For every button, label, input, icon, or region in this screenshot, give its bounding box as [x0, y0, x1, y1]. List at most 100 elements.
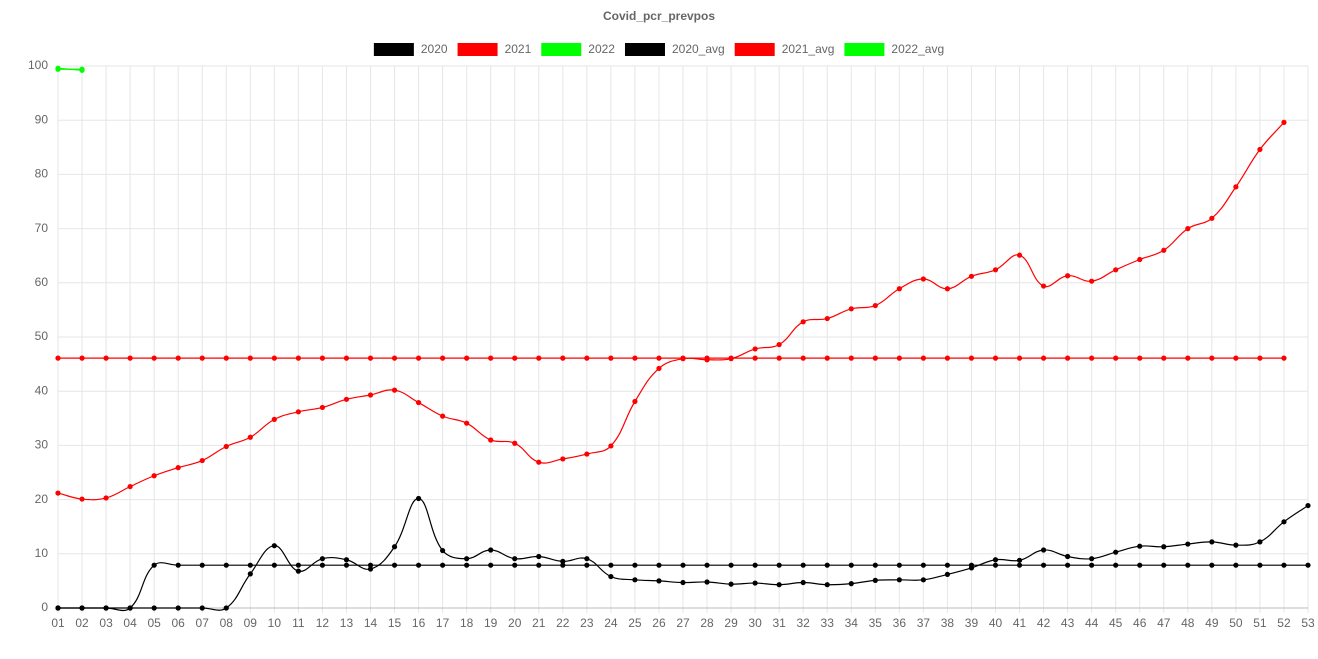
data-point: [103, 495, 109, 501]
x-tick-label: 50: [1229, 616, 1243, 630]
x-tick-label: 41: [1013, 616, 1027, 630]
data-point: [199, 457, 205, 464]
data-point: [800, 562, 806, 568]
data-point: [560, 456, 566, 462]
data-point: [247, 434, 253, 440]
data-point: [944, 286, 951, 292]
y-tick-label: 60: [35, 275, 49, 289]
data-point: [536, 355, 542, 361]
data-point: [608, 443, 614, 449]
data-point: [824, 355, 830, 361]
data-point: [584, 556, 590, 562]
data-point: [1113, 549, 1119, 555]
data-point: [584, 355, 590, 361]
data-point: [1113, 562, 1119, 568]
y-tick-label: 90: [35, 112, 49, 126]
legend-swatch: [373, 43, 414, 56]
data-point: [271, 416, 277, 422]
data-point: [536, 459, 542, 465]
data-point: [295, 568, 301, 574]
data-point: [728, 581, 734, 587]
data-point: [103, 355, 109, 361]
data-point: [1065, 553, 1071, 560]
data-point: [752, 562, 758, 568]
x-tick-label: 13: [340, 616, 354, 630]
data-point: [1305, 502, 1311, 509]
legend-label: 2022_avg: [891, 42, 944, 56]
data-point: [1137, 562, 1143, 568]
data-point: [295, 562, 301, 568]
data-point: [800, 319, 806, 325]
data-point: [584, 562, 590, 568]
x-tick-label: 29: [724, 616, 738, 630]
data-point: [968, 562, 975, 568]
data-point: [175, 465, 181, 471]
data-point: [1089, 562, 1095, 568]
x-tick-label: 21: [532, 616, 546, 630]
data-point: [488, 355, 494, 361]
data-point: [440, 413, 446, 419]
data-point: [1305, 562, 1311, 568]
data-point: [632, 577, 638, 583]
data-point: [800, 579, 806, 586]
data-point: [319, 404, 326, 411]
data-point: [776, 582, 782, 588]
y-tick-label: 80: [35, 167, 49, 181]
data-point: [199, 355, 205, 361]
data-point: [295, 355, 301, 361]
data-point: [367, 355, 374, 361]
data-point: [920, 562, 926, 568]
legend-label: 2020_avg: [672, 42, 725, 56]
data-point: [391, 355, 398, 361]
data-point: [464, 420, 470, 426]
data-point: [1233, 562, 1239, 568]
data-point: [1233, 355, 1239, 361]
x-tick-label: 49: [1205, 616, 1219, 630]
data-point: [680, 579, 686, 586]
data-point: [992, 355, 999, 361]
data-point: [848, 355, 854, 361]
data-point: [464, 355, 470, 361]
data-point: [343, 557, 350, 563]
data-point: [512, 562, 518, 568]
data-point: [79, 496, 85, 502]
data-point: [79, 605, 85, 611]
data-point: [415, 495, 422, 502]
data-point: [632, 355, 638, 361]
y-tick-label: 0: [41, 600, 48, 614]
data-point: [824, 315, 830, 322]
x-tick-label: 04: [123, 616, 137, 630]
data-point: [632, 398, 638, 405]
x-tick-label: 31: [772, 616, 786, 630]
x-tick-label: 38: [941, 616, 955, 630]
data-point: [1281, 562, 1287, 568]
x-tick-label: 43: [1061, 616, 1075, 630]
x-tick-label: 30: [748, 616, 762, 630]
x-tick-label: 16: [412, 616, 426, 630]
data-point: [656, 578, 662, 584]
data-point: [872, 577, 878, 583]
legend-label: 2021_avg: [782, 42, 835, 56]
data-point: [896, 562, 902, 568]
data-point: [752, 580, 758, 586]
data-point: [1113, 355, 1119, 361]
data-point: [608, 355, 614, 361]
data-point: [1257, 146, 1263, 153]
data-point: [896, 577, 902, 583]
data-point: [560, 562, 566, 568]
data-point: [391, 387, 398, 393]
data-point: [391, 544, 398, 550]
x-tick-label: 17: [436, 616, 450, 630]
legend-swatch: [844, 43, 885, 56]
data-point: [1089, 278, 1095, 284]
legend-swatch: [734, 43, 775, 56]
legend-swatch: [457, 43, 498, 56]
data-point: [944, 562, 951, 568]
x-tick-label: 19: [484, 616, 498, 630]
data-point: [199, 605, 205, 611]
data-point: [223, 443, 229, 450]
data-point: [968, 355, 975, 361]
data-point: [1016, 562, 1023, 568]
legend-swatch: [624, 43, 665, 56]
data-point: [632, 562, 638, 568]
